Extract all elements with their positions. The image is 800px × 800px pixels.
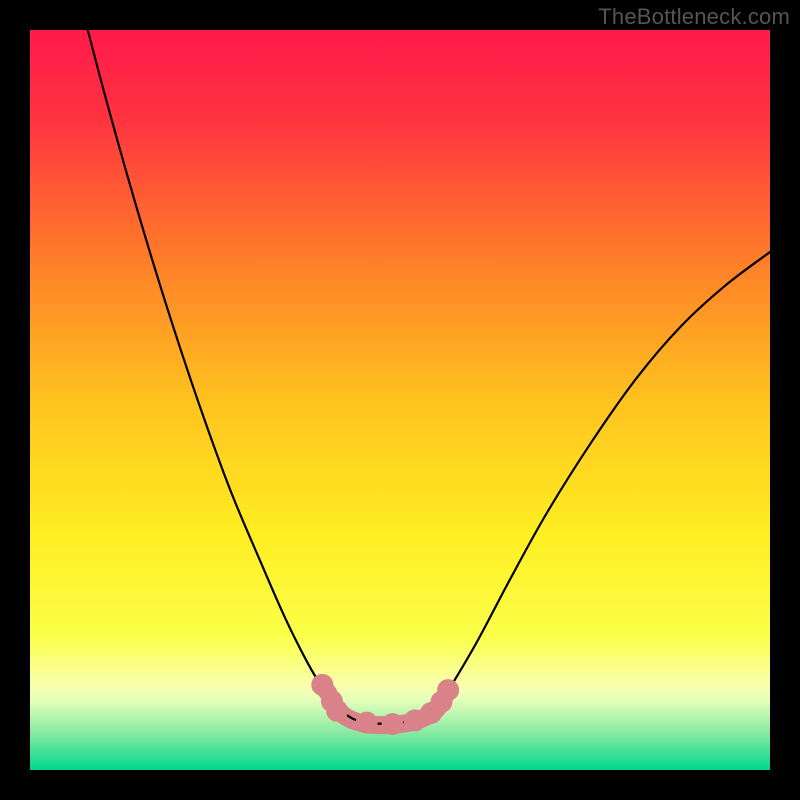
chart-container bbox=[30, 30, 770, 770]
chart-background bbox=[30, 30, 770, 770]
highlight-dot bbox=[437, 679, 459, 701]
highlight-dot bbox=[382, 713, 404, 735]
highlight-dot bbox=[326, 700, 348, 722]
bottleneck-chart bbox=[30, 30, 770, 770]
watermark-text: TheBottleneck.com bbox=[598, 4, 790, 30]
highlight-dot bbox=[356, 712, 378, 734]
